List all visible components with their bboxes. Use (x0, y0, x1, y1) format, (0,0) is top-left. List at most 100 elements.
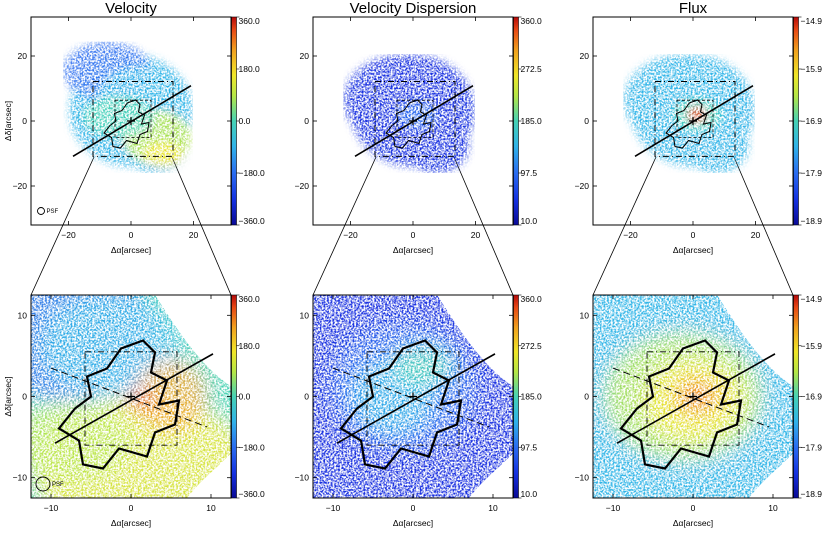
x-tick-label: 10 (206, 503, 216, 513)
panel-velocity-zoom: −10 0 10 10 0 −10 Δα[arcsec] Δδ[arcsec] PSF 360.0… (3, 294, 266, 528)
x-tick-label: −20 (623, 230, 638, 240)
x-tick-label: −10 (606, 503, 621, 513)
colorbar-tick-label: −180.0 (239, 442, 266, 452)
psf-label: PSF (47, 209, 59, 215)
panel-flux-zoom: −10 0 10 10 0 −10 Δα[arcsec] −14.9 −15.9 −16.9 −17… (575, 294, 823, 528)
colorbar (793, 16, 799, 226)
overlay-annotations (612, 339, 776, 470)
colorbar-tick-label: −14.9 (801, 16, 823, 26)
colorbar-tick-label: −360.0 (239, 216, 266, 226)
panel-title: Flux (679, 0, 708, 17)
x-tick-label: 0 (411, 230, 416, 240)
colorbar-tick-label: 97.5 (521, 442, 538, 452)
x-tick-label: 20 (189, 230, 199, 240)
y-tick-label: 0 (304, 392, 309, 402)
colorbar-tick-label: −15.9 (801, 64, 823, 74)
colorbar-tick-label: −16.9 (801, 116, 823, 126)
x-tick-label: −10 (44, 503, 59, 513)
x-axis-label: Δα[arcsec] (393, 245, 433, 255)
overlay-annotations (634, 80, 754, 158)
y-tick-label: 0 (584, 116, 589, 126)
heatmap-image (623, 54, 755, 173)
x-tick-label: 0 (129, 230, 134, 240)
overlay-annotations (354, 80, 474, 158)
x-tick-label: 10 (488, 503, 498, 513)
x-tick-label: 20 (751, 230, 761, 240)
colorbar-tick-label: −360.0 (239, 489, 266, 499)
colorbar-tick-label: −18.9 (801, 489, 823, 499)
colorbar-tick-label: 0.0 (239, 116, 251, 126)
colorbar-tick-label: −14.9 (801, 294, 823, 304)
colorbar (513, 294, 519, 499)
colorbar (793, 294, 799, 499)
y-tick-label: 0 (22, 116, 27, 126)
colorbar-tick-label: −18.9 (801, 216, 823, 226)
colorbar (513, 16, 519, 226)
psf-circle (35, 476, 51, 492)
colorbar-tick-label: 272.5 (521, 341, 543, 351)
colorbar-tick-label: 10.0 (521, 216, 538, 226)
x-tick-label: 0 (691, 230, 696, 240)
y-tick-label: −10 (13, 473, 28, 483)
x-tick-label: 20 (471, 230, 481, 240)
y-axis-label: Δδ[arcsec] (3, 376, 13, 416)
zoom-connectors (30, 156, 794, 296)
x-axis-label: Δα[arcsec] (393, 518, 433, 528)
overlay-annotations (72, 80, 192, 158)
panel-title: Velocity Dispersion (350, 0, 477, 17)
colorbar-tick-label: −180.0 (239, 168, 266, 178)
colorbar (231, 294, 237, 499)
x-tick-label: −10 (326, 503, 341, 513)
x-axis-label: Δα[arcsec] (673, 518, 713, 528)
y-tick-label: 20 (580, 51, 590, 61)
x-tick-label: −20 (61, 230, 76, 240)
colorbar-tick-label: 185.0 (521, 392, 543, 402)
x-tick-label: 10 (768, 503, 778, 513)
panel-velocity-full: Velocity −20 0 20 20 0 −20 Δα[arcsec] Δδ[arcsec]… (3, 0, 265, 255)
panel-dispersion-full: Velocity Dispersion −20 0 20 20 0 −20 Δα[arcsec… (295, 0, 542, 255)
y-tick-label: 20 (300, 51, 310, 61)
x-tick-label: 0 (691, 503, 696, 513)
y-tick-label: −20 (295, 181, 310, 191)
colorbar-tick-label: 97.5 (521, 168, 538, 178)
x-tick-label: −20 (343, 230, 358, 240)
panel-dispersion-zoom: −10 0 10 10 0 −10 Δα[arcsec] 360.0 272.5 185.0 97.… (295, 294, 543, 528)
colorbar-tick-label: −15.9 (801, 341, 823, 351)
colorbar-tick-label: −17.9 (801, 442, 823, 452)
colorbar-tick-label: 272.5 (521, 64, 543, 74)
colorbar-tick-label: 360.0 (521, 294, 543, 304)
colorbar-tick-label: 360.0 (239, 16, 261, 26)
heatmap-image (593, 295, 793, 498)
x-axis-label: Δα[arcsec] (673, 245, 713, 255)
y-tick-label: −10 (575, 473, 590, 483)
colorbar-tick-label: −16.9 (801, 392, 823, 402)
psf-circle (37, 207, 45, 215)
y-tick-label: 10 (580, 310, 590, 320)
x-tick-label: 0 (129, 503, 134, 513)
colorbar-tick-label: 360.0 (521, 16, 543, 26)
y-tick-label: 0 (304, 116, 309, 126)
colorbar (231, 16, 237, 226)
colorbar-tick-label: 360.0 (239, 294, 261, 304)
heatmap-image (343, 54, 475, 173)
y-tick-label: 0 (584, 392, 589, 402)
psf-label: PSF (52, 482, 64, 488)
x-axis-label: Δα[arcsec] (111, 518, 151, 528)
overlay-annotations (50, 339, 214, 470)
x-axis-label: Δα[arcsec] (111, 245, 151, 255)
heatmap-image (313, 295, 513, 498)
panel-flux-full: Flux −20 0 20 20 0 −20 Δα[arcsec] −14.9 −15.9 −16.… (575, 0, 823, 255)
y-tick-label: 10 (18, 310, 28, 320)
overlay-annotations (332, 339, 496, 470)
colorbar-tick-label: 185.0 (521, 116, 543, 126)
y-axis-label: Δδ[arcsec] (3, 101, 13, 141)
x-tick-label: 0 (411, 503, 416, 513)
y-tick-label: −20 (13, 181, 28, 191)
colorbar-tick-label: 10.0 (521, 489, 538, 499)
y-tick-label: 20 (18, 51, 28, 61)
y-tick-label: 0 (22, 392, 27, 402)
panel-title: Velocity (105, 0, 157, 17)
y-tick-label: −20 (575, 181, 590, 191)
y-tick-label: −10 (295, 473, 310, 483)
